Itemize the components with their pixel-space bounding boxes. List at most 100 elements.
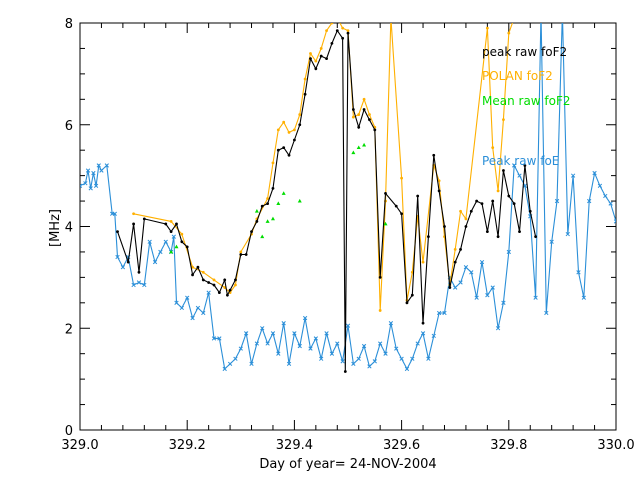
data-point [502, 118, 505, 122]
data-point [437, 189, 441, 193]
data-point [361, 343, 367, 349]
data-point [496, 189, 500, 193]
data-point [234, 278, 237, 282]
data-point [485, 26, 489, 30]
data-point [195, 305, 201, 311]
data-point [244, 331, 249, 336]
data-point [491, 146, 495, 150]
data-point [319, 54, 323, 58]
y-axis-ticks: 0 2 4 6 8 [65, 17, 616, 439]
data-point [142, 217, 146, 221]
data-point [80, 183, 83, 188]
data-point [319, 356, 324, 361]
data-point [223, 278, 227, 282]
series-peak-raw-foe [80, 23, 616, 372]
data-point [163, 239, 168, 244]
data-point [534, 235, 537, 239]
data-point [191, 265, 194, 269]
data-point [212, 278, 216, 282]
data-point [427, 235, 430, 239]
data-point [436, 310, 442, 316]
data-point [180, 240, 184, 244]
data-point [469, 270, 474, 275]
data-point [292, 331, 297, 336]
data-point [303, 92, 307, 96]
data-point [201, 278, 205, 282]
data-point [158, 249, 163, 255]
data-point [399, 356, 404, 361]
data-point [404, 366, 410, 372]
data-point [196, 265, 200, 269]
data-point [603, 193, 608, 199]
data-point [597, 183, 603, 188]
series-mean-raw-fof2 [169, 142, 388, 254]
data-point [93, 183, 99, 188]
data-point [346, 31, 350, 35]
data-point [453, 260, 457, 264]
data-point [356, 145, 361, 150]
data-point [271, 161, 275, 165]
data-point [565, 231, 570, 237]
data-point [96, 163, 101, 168]
data-point [496, 235, 500, 239]
data-point [400, 212, 403, 216]
data-point [169, 230, 173, 233]
data-point [293, 128, 296, 132]
data-point [474, 295, 479, 300]
y-tick-label: 6 [65, 119, 73, 134]
data-point [587, 198, 592, 204]
data-point [120, 265, 126, 270]
data-point [126, 260, 130, 264]
data-point [453, 285, 458, 290]
data-point [485, 293, 490, 298]
data-point [254, 341, 260, 346]
data-point [383, 351, 388, 356]
data-point [485, 230, 489, 233]
x-tick-label: 330.0 [597, 438, 634, 453]
data-point [507, 194, 511, 198]
data-point [394, 204, 398, 208]
x-tick-label: 329.6 [383, 438, 420, 453]
data-point [384, 192, 387, 195]
series-line [80, 23, 616, 371]
data-point [491, 199, 495, 203]
data-point [266, 202, 269, 206]
data-point [533, 295, 538, 300]
data-point [421, 321, 425, 325]
data-point [554, 198, 560, 204]
data-point [276, 128, 280, 132]
data-point [570, 173, 576, 178]
data-point [523, 164, 527, 167]
data-point [512, 202, 516, 206]
data-point [372, 359, 377, 364]
data-point [341, 36, 345, 40]
data-point [207, 281, 211, 284]
data-point [211, 336, 217, 341]
data-point [169, 220, 173, 223]
data-point [324, 331, 329, 336]
data-point [346, 29, 350, 33]
y-tick-label: 8 [65, 17, 73, 32]
data-point [378, 341, 383, 346]
data-point [255, 220, 259, 223]
data-point [136, 280, 142, 285]
data-point [227, 361, 233, 367]
data-point [228, 288, 232, 292]
data-point [260, 326, 265, 331]
data-point [319, 47, 323, 50]
legend-mean-raw-fof2: Mean raw foF2 [482, 94, 571, 108]
legend: peak raw foF2 POLAN foF2 Mean raw foF2 Peak… [482, 45, 571, 168]
data-point [314, 67, 318, 71]
data-point [421, 260, 425, 264]
data-point [394, 346, 399, 351]
data-point [368, 118, 371, 122]
data-point [239, 250, 243, 254]
data-point [330, 41, 334, 45]
data-point [373, 128, 377, 132]
data-point [281, 191, 286, 195]
data-point [282, 146, 286, 150]
data-point [174, 244, 179, 249]
data-point [367, 364, 372, 369]
data-point [152, 259, 158, 265]
x-tick-label: 329.8 [490, 438, 527, 453]
